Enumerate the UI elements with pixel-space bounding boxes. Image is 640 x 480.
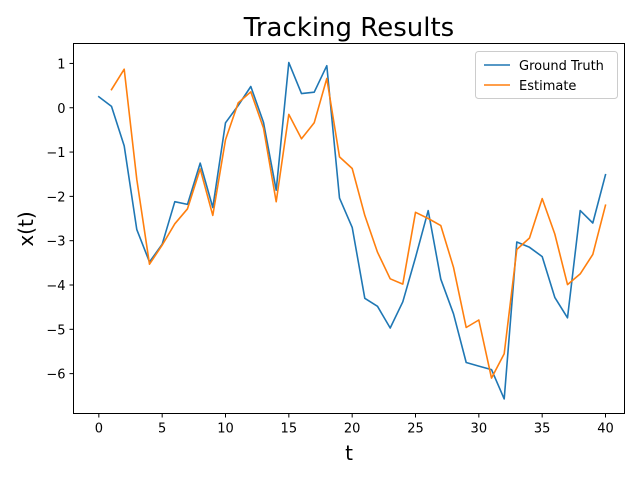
series-line-estimate — [110, 68, 607, 379]
y-tick-label: −5 — [46, 323, 65, 338]
series-line-ground-truth — [97, 61, 607, 400]
legend: Ground Truth Estimate — [475, 51, 618, 99]
x-tick-label: 15 — [281, 422, 298, 437]
y-axis-label: x(t) — [14, 211, 38, 246]
x-tick-label: 35 — [534, 422, 551, 437]
x-tick-label: 0 — [95, 422, 103, 437]
axes-frame — [73, 43, 625, 414]
y-tick-label: −6 — [46, 368, 65, 383]
chart-title: Tracking Results — [243, 13, 454, 43]
y-tick-label: −4 — [46, 279, 65, 294]
x-tick-label: 25 — [407, 422, 424, 437]
x-tick-label: 40 — [597, 422, 614, 437]
y-tick-label: 0 — [57, 102, 65, 117]
legend-box — [475, 51, 618, 99]
x-tick-label: 10 — [217, 422, 234, 437]
y-tick-label: −3 — [46, 235, 65, 250]
y-tick-label: −2 — [46, 190, 65, 205]
x-axis-label: t — [345, 441, 353, 465]
x-tick-label: 30 — [471, 422, 488, 437]
x-tick-label: 20 — [344, 422, 361, 437]
x-tick-label: 5 — [158, 422, 166, 437]
y-tick-label: 1 — [57, 57, 65, 72]
plot-area: 0 5 10 15 20 25 30 35 40 −6 −5 −4 −3 −2 −1 0 1 — [46, 57, 613, 436]
legend-label-estimate: Estimate — [519, 79, 576, 94]
y-tick-label: −1 — [46, 146, 65, 161]
legend-label-ground-truth: Ground Truth — [519, 59, 604, 74]
